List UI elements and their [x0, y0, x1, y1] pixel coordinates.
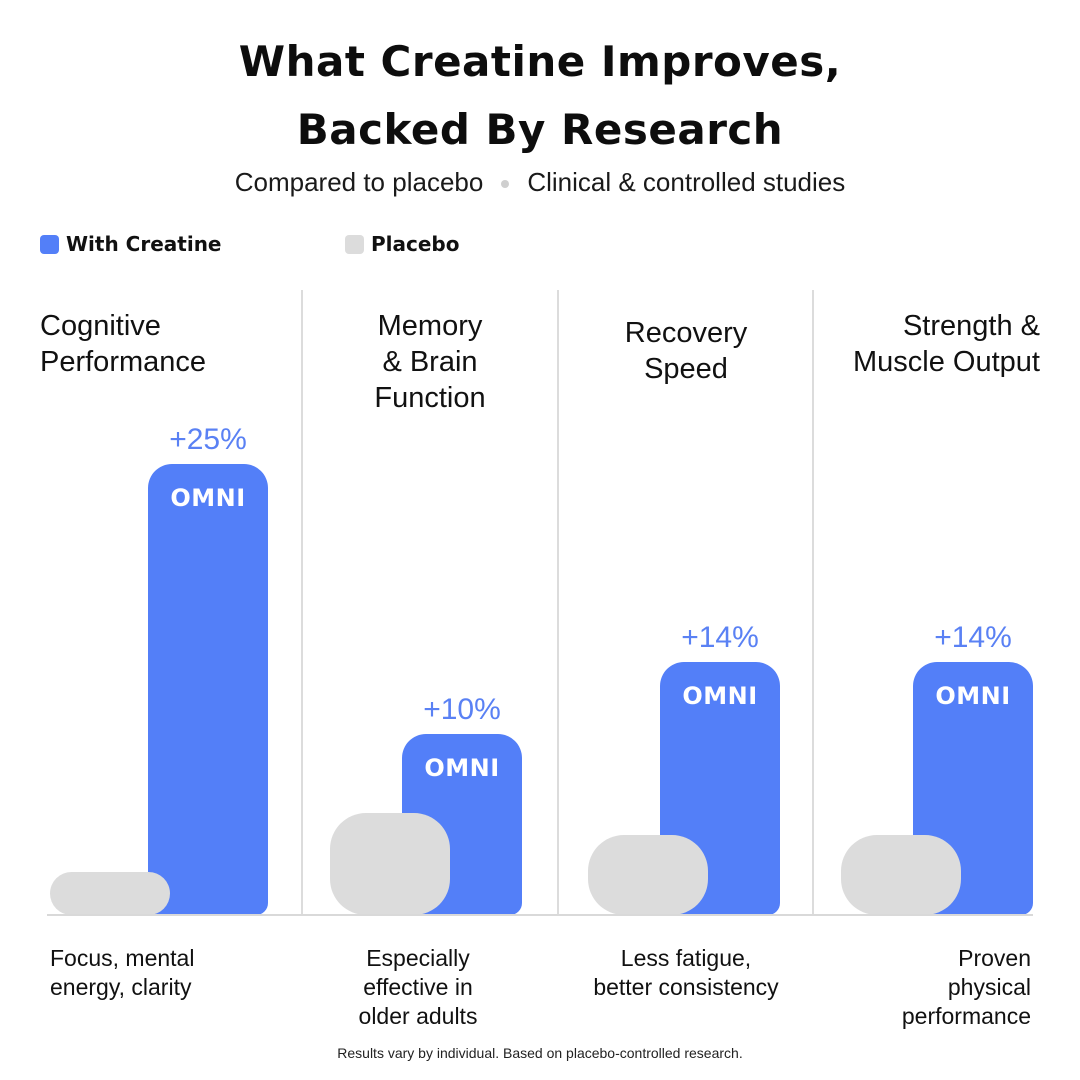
panel-description-line: physical — [947, 974, 1031, 1000]
panel-title: Cognitive Performance — [40, 308, 206, 380]
panel-title-line: Recovery — [624, 317, 748, 349]
panel-title-line: Performance — [40, 346, 207, 378]
legend-label-placebo: Placebo — [371, 232, 460, 256]
panel-description-line: older adults — [358, 1003, 478, 1029]
panel-title: Strength & Muscle Output — [853, 308, 1040, 380]
panel-description: Focus, mental energy, clarity — [50, 944, 194, 1002]
bar-with-creatine: OMNI — [148, 463, 268, 915]
bar-placebo — [50, 872, 170, 915]
bar-brand-label: OMNI — [682, 682, 758, 711]
panel-title: Memory & Brain Function — [180, 308, 680, 416]
panel-description: Proven physical performance — [902, 944, 1031, 1031]
panel-description-line: performance — [901, 1003, 1031, 1029]
panel-title-line: Muscle Output — [853, 346, 1040, 378]
bar-value-label: +14% — [934, 621, 1012, 655]
bar-brand-label: OMNI — [424, 754, 500, 783]
panel-description-line: Proven — [958, 945, 1031, 971]
bar-placebo — [588, 835, 708, 915]
legend-item-placebo: Placebo — [345, 232, 460, 256]
separator-dot-icon — [501, 180, 510, 189]
bar-value-label: +10% — [423, 693, 501, 727]
panel-description-line: Less fatigue, — [620, 945, 752, 971]
panel-title-line: Speed — [644, 353, 728, 385]
chart-title-line-1: What Creatine Improves, — [238, 37, 842, 86]
legend-swatch-creatine — [40, 234, 59, 254]
panel-description-line: Especially — [366, 945, 470, 971]
panel-title-line: Strength & — [902, 310, 1040, 342]
chart-title-line-2: Backed By Research — [296, 105, 784, 154]
panel-description: Especially effective in older adults — [168, 944, 668, 1031]
panel-description-line: better consistency — [593, 974, 779, 1000]
panel-description-line: Focus, mental — [50, 945, 195, 971]
panel-divider — [557, 290, 559, 915]
legend-swatch-placebo — [345, 234, 364, 254]
panel-description: Less fatigue, better consistency — [436, 944, 936, 1002]
chart-baseline — [47, 914, 1033, 916]
subtitle-compared: Compared to placebo — [234, 167, 484, 197]
legend-label-creatine: With Creatine — [66, 232, 222, 256]
chart-subtitle: Compared to placebo Clinical & controlled… — [0, 162, 1080, 202]
bar-brand-label: OMNI — [170, 483, 246, 512]
bar-placebo — [330, 813, 450, 915]
bar-value-label: +25% — [169, 422, 247, 456]
panel-title-line: Cognitive — [40, 310, 161, 342]
panel-title-line: Function — [374, 382, 486, 414]
panel-title: Recovery Speed — [436, 315, 936, 387]
chart-title: What Creatine Improves, Backed By Resear… — [0, 28, 1080, 164]
panel-divider — [812, 290, 814, 915]
bar-value-label: +14% — [681, 621, 759, 655]
legend-item-creatine: With Creatine — [40, 232, 222, 256]
subtitle-studies: Clinical & controlled studies — [527, 167, 846, 197]
panel-title-line: Memory — [377, 310, 483, 342]
panel-description-line: effective in — [363, 974, 473, 1000]
bar-brand-label: OMNI — [935, 682, 1011, 711]
panel-description-line: energy, clarity — [50, 974, 192, 1000]
footnote: Results vary by individual. Based on pla… — [337, 1045, 743, 1061]
panel-divider — [301, 290, 303, 915]
panel-title-line: & Brain — [382, 346, 478, 378]
bar-placebo — [841, 835, 961, 915]
